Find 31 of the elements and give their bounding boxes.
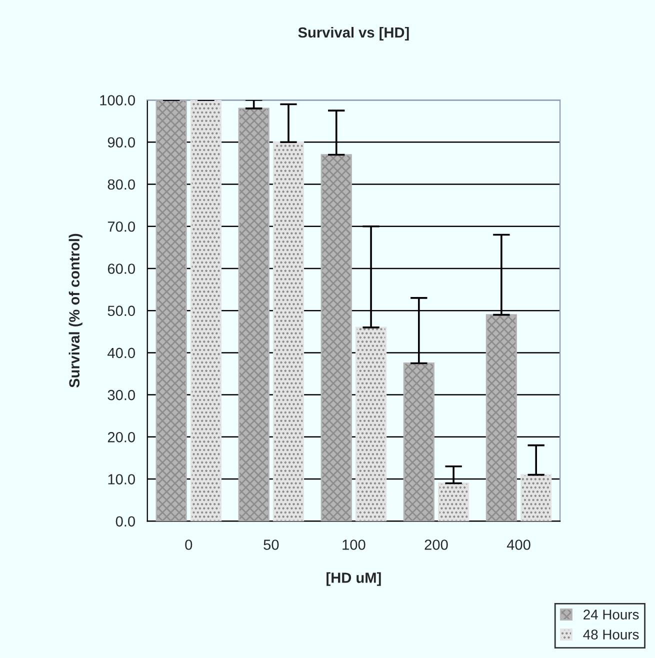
bar	[320, 154, 352, 522]
x-axis-title: [HD uM]	[326, 572, 381, 586]
bar	[438, 482, 470, 522]
bar	[156, 100, 187, 522]
y-tick-label: 90.0	[108, 137, 135, 148]
y-tick-label: 80.0	[108, 179, 135, 190]
x-tick-label: 100	[342, 540, 366, 550]
x-tick-label: 200	[424, 540, 448, 550]
y-tick-label: 30.0	[108, 390, 135, 400]
x-tick-label: 50	[264, 540, 279, 550]
y-axis-title: Survival (% of control)	[68, 234, 82, 388]
y-tick-label: 70.0	[108, 221, 135, 232]
bar	[238, 108, 270, 522]
bar	[520, 474, 552, 522]
bar	[403, 362, 434, 522]
x-tick-label: 0	[185, 540, 192, 550]
bar	[486, 314, 517, 522]
x-tick-label: 400	[506, 540, 530, 550]
y-tick-label: 20.0	[108, 432, 135, 442]
y-tick-label: 0.0	[116, 516, 135, 527]
legend-label: 48 Hours	[583, 630, 639, 640]
bar	[355, 326, 387, 522]
y-tick-label: 50.0	[108, 306, 135, 316]
y-tick-label: 40.0	[108, 348, 135, 358]
chart-title: Survival vs [HD]	[298, 26, 409, 41]
legend-label: 24 Hours	[584, 610, 639, 620]
bar	[272, 141, 304, 522]
y-tick-label: 60.0	[108, 264, 135, 274]
bar	[190, 100, 222, 522]
y-tick-label: 100.0	[100, 95, 136, 106]
y-tick-label: 10.0	[108, 474, 135, 484]
